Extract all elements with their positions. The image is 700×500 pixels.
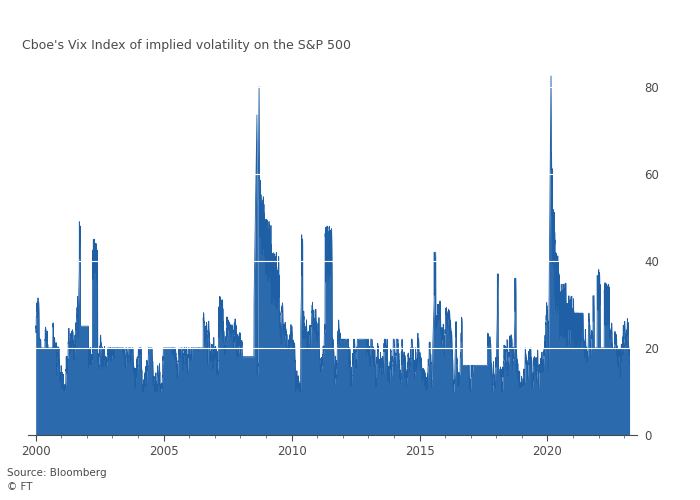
Text: Cboe's Vix Index of implied volatility on the S&P 500: Cboe's Vix Index of implied volatility o… — [22, 39, 351, 52]
Text: © FT: © FT — [7, 482, 32, 492]
Text: Source: Bloomberg: Source: Bloomberg — [7, 468, 106, 477]
